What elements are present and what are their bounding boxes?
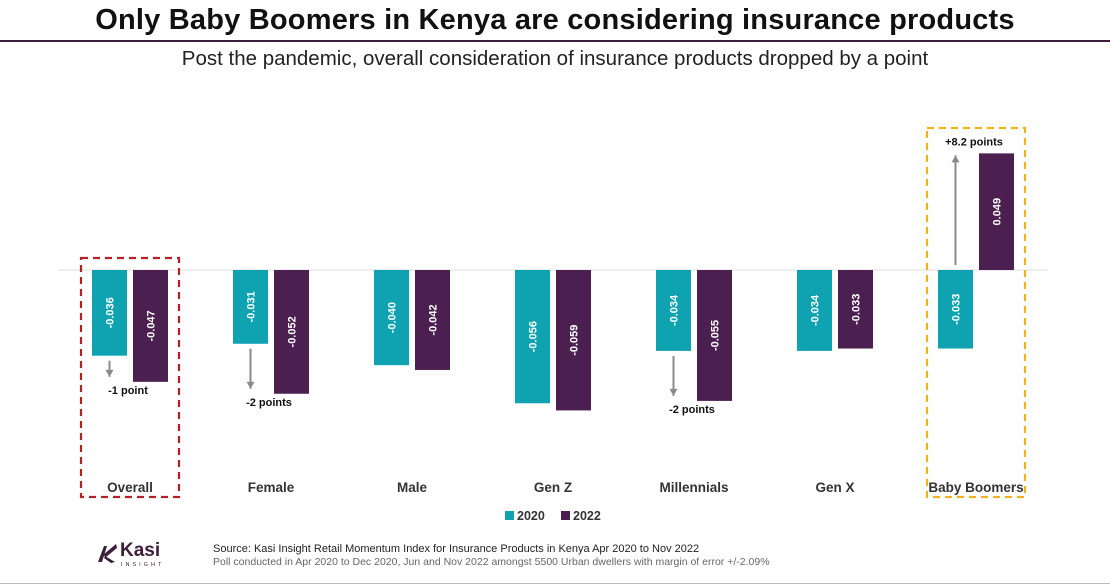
- bar-2020-male: [374, 270, 409, 366]
- annotation-millennials: -2 points: [669, 404, 715, 416]
- value-label-2022-male: -0.042: [428, 304, 440, 335]
- category-label-male: Male: [397, 480, 428, 495]
- bar-2020-baby-boomers: [938, 270, 973, 349]
- methodology-note: Poll conducted in Apr 2020 to Dec 2020, …: [213, 556, 770, 568]
- kasi-logo: Kasi INSIGHT: [96, 540, 186, 570]
- category-label-baby-boomers: Baby Boomers: [928, 480, 1023, 495]
- arrowhead-baby-boomers: [951, 155, 960, 163]
- kasi-logo-icon: [98, 544, 117, 563]
- bar-2020-female: [233, 270, 268, 344]
- bar-2020-gen-z: [515, 270, 550, 404]
- logo-tagline: INSIGHT: [121, 562, 165, 568]
- annotation-overall: -1 point: [108, 385, 148, 397]
- bottom-divider: [0, 583, 1110, 584]
- legend-label-2022: 2022: [573, 509, 601, 523]
- page-subtitle: Post the pandemic, overall consideration…: [181, 47, 929, 70]
- highlight-box-baby-boomers: [925, 126, 1027, 499]
- category-label-overall: Overall: [107, 480, 153, 495]
- bar-2020-millennials: [656, 270, 691, 351]
- source-note: Source: Kasi Insight Retail Momentum Ind…: [213, 543, 700, 555]
- bar-2020-overall: [92, 270, 127, 356]
- bar-2022-gen-x: [838, 270, 873, 349]
- arrowhead-female: [246, 381, 255, 389]
- bar-2022-gen-z: [556, 270, 591, 411]
- category-label-female: Female: [248, 480, 295, 495]
- value-label-2020-gen-x: -0.034: [810, 294, 822, 326]
- value-label-2022-gen-z: -0.059: [569, 325, 581, 356]
- bar-2022-male: [415, 270, 450, 370]
- page-title: Only Baby Boomers in Kenya are consideri…: [95, 4, 1015, 36]
- value-label-2020-baby-boomers: -0.033: [951, 294, 963, 325]
- value-label-2022-overall: -0.047: [146, 310, 158, 341]
- title-bar: [0, 0, 1110, 42]
- legend-swatch-2020: [505, 511, 514, 520]
- bar-2022-millennials: [697, 270, 732, 401]
- legend-swatch-2022: [561, 511, 570, 520]
- value-label-2020-male: -0.040: [387, 302, 399, 333]
- category-label-gen-z: Gen Z: [534, 480, 572, 495]
- highlight-box-overall: [79, 256, 181, 499]
- category-label-gen-x: Gen X: [815, 480, 854, 495]
- logo-name: Kasi: [120, 540, 161, 561]
- bar-2022-overall: [133, 270, 168, 382]
- arrowhead-overall: [105, 369, 114, 377]
- value-label-2022-female: -0.052: [287, 316, 299, 347]
- legend-label-2020: 2020: [517, 509, 545, 523]
- value-label-2022-baby-boomers: 0.049: [992, 198, 1004, 226]
- category-label-millennials: Millennials: [659, 480, 728, 495]
- bar-2022-female: [274, 270, 309, 394]
- value-label-2022-millennials: -0.055: [710, 320, 722, 351]
- value-label-2020-millennials: -0.034: [669, 294, 681, 326]
- value-label-2020-gen-z: -0.056: [528, 321, 540, 352]
- value-label-2020-female: -0.031: [246, 291, 258, 322]
- arrowhead-millennials: [669, 388, 678, 396]
- annotation-baby-boomers: +8.2 points: [945, 136, 1003, 148]
- bar-2020-gen-x: [797, 270, 832, 351]
- value-label-2020-overall: -0.036: [105, 297, 117, 328]
- value-label-2022-gen-x: -0.033: [851, 294, 863, 325]
- bar-2022-baby-boomers: [979, 153, 1014, 270]
- annotation-female: -2 points: [246, 397, 292, 409]
